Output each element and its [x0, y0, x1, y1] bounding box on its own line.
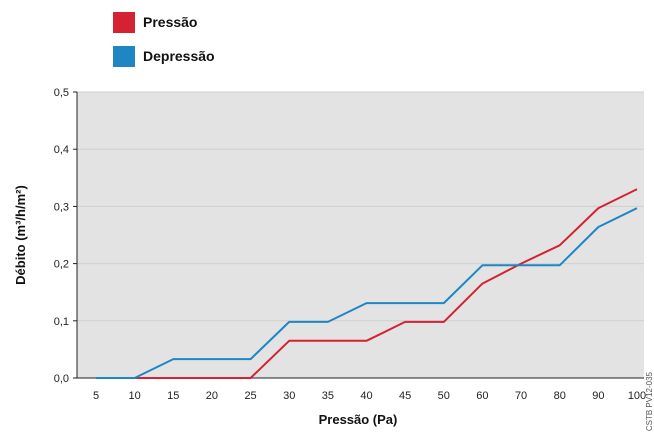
series-line-depressao: [96, 207, 638, 379]
x-tick-label: 90: [592, 390, 604, 402]
series-lines: [96, 188, 638, 379]
plot-area: [77, 92, 644, 378]
y-tick-label: 0,5: [54, 87, 69, 99]
y-tick-label: 0,4: [54, 144, 69, 156]
y-tick-label: 0,3: [54, 201, 69, 213]
x-tick-label: 5: [93, 390, 99, 402]
legend: Pressão Depressão: [113, 12, 215, 67]
x-tick-label: 20: [206, 390, 218, 402]
x-tick-label: 10: [129, 390, 141, 402]
x-tick-label: 30: [283, 390, 295, 402]
legend-label-pressao: Pressão: [143, 14, 197, 30]
x-tick-label: 45: [399, 390, 411, 402]
y-tick-label: 0,2: [54, 259, 69, 271]
y-axis-ticks: 0,0 0,1 0,2 0,3 0,4 0,5: [54, 87, 77, 385]
legend-swatch-depressao: [113, 46, 135, 67]
x-tick-label: 100: [628, 390, 646, 402]
x-axis-title: Pressão (Pa): [319, 412, 398, 427]
gridlines: [77, 91, 644, 322]
x-tick-label: 40: [360, 390, 372, 402]
x-tick-label: 25: [244, 390, 256, 402]
watermark-text: CSTB PV12-035: [645, 371, 654, 431]
x-tick-label: 80: [554, 390, 566, 402]
x-tick-label: 50: [438, 390, 450, 402]
x-tick-label: 15: [167, 390, 179, 402]
y-axis-title: Débito (m³/h/m²): [13, 185, 28, 285]
x-tick-label: 70: [515, 390, 527, 402]
y-tick-label: 0,0: [54, 373, 69, 385]
legend-label-depressao: Depressão: [143, 48, 215, 64]
x-tick-label: 60: [476, 390, 488, 402]
x-axis-ticks: 5 10 15 20 25 30 35 40 45 50 60 70 80 90 100: [93, 390, 646, 402]
y-tick-label: 0,1: [54, 316, 69, 328]
x-tick-label: 35: [322, 390, 334, 402]
legend-swatch-pressao: [113, 12, 135, 33]
series-line-pressao: [134, 188, 638, 379]
